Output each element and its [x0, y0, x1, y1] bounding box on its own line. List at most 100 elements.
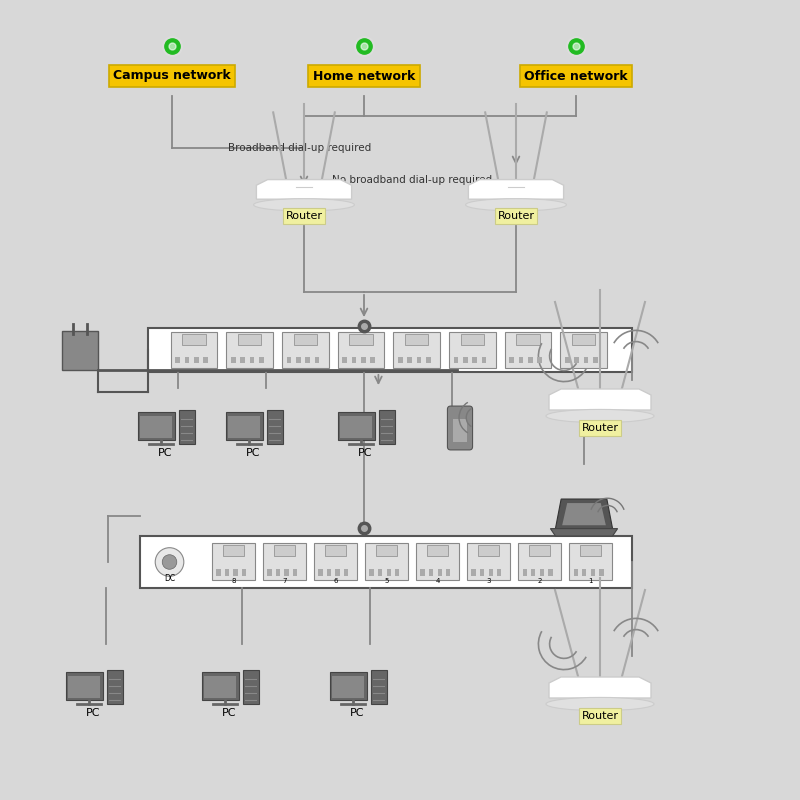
- Bar: [429, 569, 434, 577]
- Bar: [394, 333, 440, 368]
- Bar: [584, 357, 588, 363]
- Bar: [342, 357, 347, 363]
- Bar: [267, 569, 271, 577]
- Bar: [416, 542, 459, 580]
- Bar: [449, 333, 496, 368]
- Bar: [529, 545, 550, 556]
- Bar: [417, 357, 422, 363]
- Text: PC: PC: [86, 708, 101, 718]
- Text: PC: PC: [358, 448, 373, 458]
- Bar: [242, 569, 246, 577]
- Bar: [560, 333, 607, 368]
- Bar: [497, 569, 502, 577]
- Text: Router: Router: [498, 211, 534, 221]
- Ellipse shape: [155, 548, 184, 576]
- Bar: [228, 416, 260, 438]
- Polygon shape: [550, 529, 618, 536]
- Bar: [548, 569, 553, 577]
- Bar: [285, 569, 289, 577]
- Ellipse shape: [546, 698, 654, 710]
- Polygon shape: [562, 503, 606, 526]
- Bar: [582, 569, 586, 577]
- Text: Router: Router: [582, 711, 618, 721]
- Bar: [376, 545, 398, 556]
- Bar: [293, 569, 298, 577]
- Text: Home network: Home network: [313, 70, 415, 82]
- Bar: [138, 412, 174, 440]
- Text: PC: PC: [222, 708, 237, 718]
- Bar: [454, 418, 466, 442]
- Bar: [182, 334, 206, 345]
- Text: 2: 2: [538, 578, 542, 584]
- Bar: [250, 357, 254, 363]
- Bar: [472, 357, 477, 363]
- Bar: [467, 542, 510, 580]
- Bar: [225, 569, 229, 577]
- Bar: [482, 357, 486, 363]
- FancyBboxPatch shape: [447, 406, 473, 450]
- Bar: [276, 569, 280, 577]
- Bar: [294, 334, 317, 345]
- Bar: [370, 670, 387, 704]
- Bar: [231, 357, 236, 363]
- Bar: [340, 416, 372, 438]
- Bar: [202, 672, 238, 700]
- Bar: [489, 569, 493, 577]
- Bar: [407, 357, 412, 363]
- Polygon shape: [549, 389, 651, 410]
- Bar: [327, 569, 331, 577]
- Polygon shape: [549, 677, 651, 698]
- Bar: [510, 357, 514, 363]
- Bar: [516, 334, 540, 345]
- Text: 6: 6: [334, 578, 338, 584]
- Ellipse shape: [254, 198, 354, 211]
- Bar: [522, 569, 526, 577]
- Bar: [338, 333, 385, 368]
- Bar: [454, 357, 458, 363]
- Bar: [540, 569, 544, 577]
- Bar: [426, 357, 430, 363]
- Bar: [238, 334, 262, 345]
- Ellipse shape: [162, 554, 177, 570]
- Bar: [593, 357, 598, 363]
- Bar: [204, 676, 236, 698]
- Bar: [314, 357, 319, 363]
- Bar: [528, 357, 533, 363]
- Bar: [427, 545, 448, 556]
- Text: 7: 7: [282, 578, 286, 584]
- Bar: [203, 357, 208, 363]
- Bar: [570, 542, 612, 580]
- Text: DC: DC: [164, 574, 175, 582]
- Bar: [266, 410, 283, 444]
- Bar: [68, 676, 100, 698]
- Bar: [330, 672, 366, 700]
- Text: PC: PC: [246, 448, 261, 458]
- Bar: [378, 410, 395, 444]
- Text: No broadband dial-up required: No broadband dial-up required: [332, 175, 492, 185]
- Bar: [212, 542, 255, 580]
- Bar: [325, 545, 346, 556]
- Bar: [421, 569, 425, 577]
- Text: 4: 4: [435, 578, 440, 584]
- Bar: [352, 357, 356, 363]
- Bar: [574, 569, 578, 577]
- Text: 3: 3: [486, 578, 491, 584]
- Bar: [66, 672, 102, 700]
- Bar: [471, 569, 476, 577]
- Text: 5: 5: [384, 578, 389, 584]
- Bar: [286, 357, 291, 363]
- Bar: [590, 569, 595, 577]
- Bar: [240, 357, 245, 363]
- Bar: [222, 545, 244, 556]
- Bar: [480, 569, 484, 577]
- Bar: [361, 357, 366, 363]
- Bar: [234, 569, 238, 577]
- Text: PC: PC: [350, 708, 365, 718]
- Bar: [378, 569, 382, 577]
- Bar: [463, 357, 468, 363]
- Text: Broadband dial-up required: Broadband dial-up required: [228, 143, 371, 153]
- Bar: [518, 542, 561, 580]
- Bar: [478, 545, 499, 556]
- Polygon shape: [256, 180, 352, 199]
- Bar: [446, 569, 450, 577]
